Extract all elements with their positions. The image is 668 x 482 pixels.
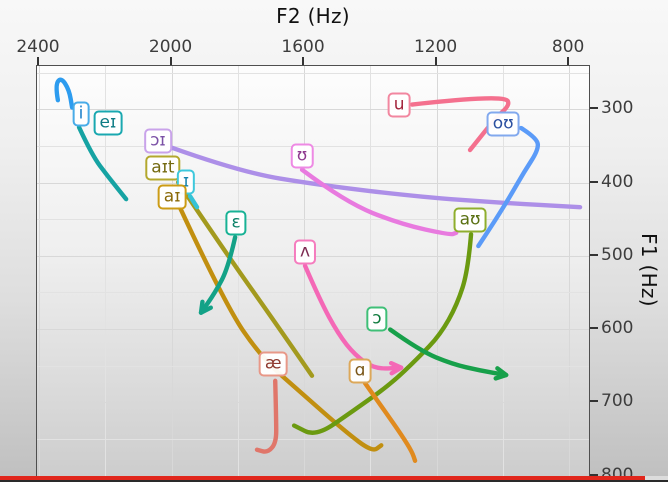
gridline-x [502,66,504,482]
gridline-x [304,66,306,482]
gridline-y [37,182,589,184]
video-progress-bar[interactable] [0,476,668,482]
x-tick-mark [36,57,39,65]
gridline-x [370,66,372,482]
gridline-y [37,439,589,441]
y-tick-label: 400 [601,171,634,192]
vowel-label-ash: æ [258,351,288,377]
gridline-y [37,109,589,111]
x-tick-mark [434,57,437,65]
x-tick-mark [169,57,172,65]
vowel-label-caret: ʌ [294,239,317,265]
x-tick-label: 2000 [148,37,193,57]
y-tick-label: 600 [601,318,634,339]
vowel-label-i: i [72,101,90,127]
x-tick-label: 2400 [16,37,60,57]
vowel-label-u: u [387,92,411,118]
vowel-label-ait: aɪt [145,155,181,181]
progress-under-strip [0,479,668,482]
y-tick-mark [590,253,598,256]
x-tick-mark [302,57,305,65]
gridline-x [237,66,239,482]
vowel-label-open-o: ɔ [366,306,388,332]
vowel-label-upsilon: ʊ [290,143,314,169]
x-tick-label: 1600 [281,37,325,57]
vowel-label-au: aʊ [453,207,487,233]
y-axis-title: F1 (Hz) [637,233,661,307]
gridline-x [436,66,438,482]
vowel-label-ou: oʊ [486,111,520,137]
y-tick-label: 300 [601,98,634,119]
x-tick-label: 800 [551,37,585,57]
gridline-y [37,365,589,367]
vowel-label-script-a: ɑ [348,358,372,384]
gridline-y [37,402,589,404]
x-axis-title: F2 (Hz) [276,4,350,28]
x-tick-label: 1200 [413,37,458,57]
gridline-x [171,66,173,482]
gridline-y [37,292,589,294]
gridline-y [37,219,589,221]
gridline-x [569,66,571,482]
y-tick-mark [590,473,598,476]
vowel-label-ai: aɪ [157,184,187,210]
y-tick-label: 700 [601,391,634,412]
vowel-label-ei: eɪ [93,110,123,136]
y-tick-label: 500 [601,244,634,265]
y-tick-mark [590,400,598,403]
progress-played [0,476,645,480]
x-tick-mark [567,57,570,65]
y-tick-mark [590,107,598,110]
gridline-x [105,66,107,482]
y-tick-mark [590,180,598,183]
gridline-y [37,329,589,331]
vowel-label-epsilon: ɛ [225,210,247,236]
y-tick-mark [590,327,598,330]
vowel-label-oi: ɔɪ [144,128,172,154]
gridline-y [37,72,589,74]
gridline-x [38,66,40,482]
